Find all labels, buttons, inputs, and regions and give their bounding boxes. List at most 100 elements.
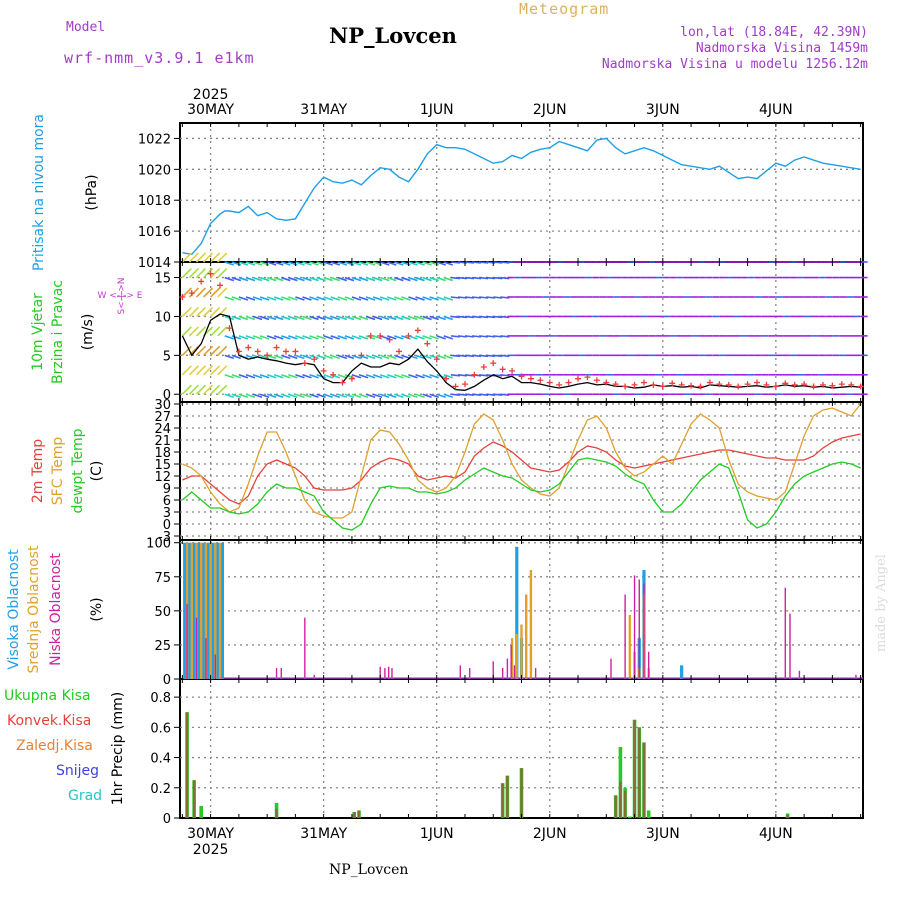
wind-gust-marker bbox=[273, 344, 280, 351]
wind-barb bbox=[394, 261, 404, 266]
wind-barb bbox=[422, 261, 432, 266]
wind-barb bbox=[365, 354, 376, 360]
wind-barb bbox=[337, 393, 348, 398]
wind-barb bbox=[337, 276, 348, 282]
wind-barb bbox=[500, 335, 510, 338]
wind-barb bbox=[309, 296, 319, 301]
wind-barb bbox=[337, 261, 348, 266]
cloud-bar bbox=[195, 542, 198, 679]
wind-barb bbox=[436, 335, 446, 340]
cloud-bar bbox=[195, 617, 198, 679]
precip-legend-4: Grad bbox=[68, 788, 102, 804]
wind-barb bbox=[195, 345, 207, 356]
y-tick-label: 1022 bbox=[138, 132, 171, 147]
wind-barb bbox=[379, 393, 390, 398]
wind-barb bbox=[443, 374, 454, 379]
wind-gust-marker bbox=[603, 379, 610, 386]
location-lonlat: lon,lat (18.84E, 42.39N) bbox=[680, 25, 868, 40]
wind-barb bbox=[224, 374, 235, 379]
cloud-bar bbox=[304, 617, 306, 679]
wind-barb bbox=[436, 315, 446, 321]
footer-station: NP_Lovcen bbox=[329, 862, 409, 878]
wind-gust-marker bbox=[716, 381, 723, 388]
wind-barb bbox=[309, 315, 319, 321]
wind-barb bbox=[288, 296, 298, 301]
y-tick-label: 1014 bbox=[138, 256, 171, 271]
wind-barb bbox=[259, 335, 270, 340]
wind-barb bbox=[181, 365, 192, 376]
y-tick-label: 18 bbox=[154, 446, 171, 461]
wind-barb bbox=[429, 276, 439, 282]
wind-barb bbox=[238, 315, 249, 321]
wind-gust-marker bbox=[320, 367, 327, 374]
wind-barb bbox=[387, 374, 397, 379]
panel-frame-wind bbox=[179, 261, 864, 403]
wind-gust-marker bbox=[396, 348, 403, 355]
wind-barb bbox=[181, 267, 192, 279]
wind-barb bbox=[394, 296, 404, 301]
wind-gust-marker bbox=[490, 360, 497, 367]
wind-barb bbox=[372, 374, 383, 379]
wind-barb bbox=[323, 393, 333, 398]
precip-convective-bar bbox=[192, 780, 196, 818]
wind-barb bbox=[195, 326, 207, 337]
wind-gust-marker bbox=[659, 383, 666, 390]
wind-barb bbox=[302, 296, 312, 301]
wind-gust-marker bbox=[546, 379, 553, 386]
wind-barb bbox=[210, 365, 221, 376]
x-year-top: 2025 bbox=[193, 87, 229, 103]
wind-barb bbox=[231, 354, 242, 360]
wind-barb bbox=[500, 373, 510, 377]
y-tick-label: 5 bbox=[163, 349, 171, 364]
wind-gust-marker bbox=[330, 371, 337, 378]
cloud-bar bbox=[218, 542, 222, 679]
wind-barb bbox=[500, 296, 510, 299]
precip-convective-bar bbox=[786, 814, 789, 818]
wind-gust-marker bbox=[339, 379, 346, 386]
y-tick-label: 6 bbox=[163, 494, 171, 509]
y-tick-label: 3 bbox=[163, 506, 171, 521]
wind-barb bbox=[316, 296, 326, 301]
x-day-label-top: 1JUN bbox=[420, 102, 454, 118]
wind-barb bbox=[387, 354, 397, 360]
wind-barb bbox=[202, 345, 214, 356]
cloud-bar bbox=[391, 668, 393, 679]
wind-barb bbox=[344, 296, 355, 301]
wind-barb bbox=[394, 276, 404, 282]
wind-barb bbox=[224, 354, 235, 360]
wind-barb bbox=[316, 276, 326, 282]
cloud-bar bbox=[789, 613, 791, 679]
wind-barb bbox=[295, 335, 305, 340]
precip-axis-label: 1hr Precip (mm) bbox=[110, 692, 126, 805]
wind-barb bbox=[259, 374, 270, 379]
wind-barb bbox=[408, 296, 418, 301]
wind-barb bbox=[500, 261, 510, 264]
wind-barb bbox=[245, 261, 256, 266]
precip-convective-bar bbox=[623, 790, 627, 818]
wind-barb bbox=[344, 354, 355, 360]
cloud-bar bbox=[638, 579, 640, 679]
wind-barb bbox=[316, 354, 326, 360]
wind-barb bbox=[309, 374, 319, 379]
wind-gust-marker bbox=[678, 381, 685, 388]
wind-barb bbox=[188, 306, 199, 318]
cloud-bar bbox=[209, 542, 212, 679]
wind-gust-marker bbox=[612, 381, 619, 388]
wind-barb bbox=[238, 374, 249, 379]
wind-barb bbox=[337, 354, 348, 360]
wind-barb bbox=[266, 296, 277, 301]
x-day-label-bottom: 3JUN bbox=[646, 826, 680, 842]
wind-barb bbox=[281, 296, 291, 301]
wind-barb bbox=[330, 393, 340, 398]
wind-barb bbox=[202, 365, 214, 376]
wind-barb bbox=[344, 276, 355, 282]
y-tick-label: 27 bbox=[154, 410, 171, 425]
wind-compass-we: W <-|-> E bbox=[98, 291, 143, 301]
wind-gust-marker bbox=[264, 352, 271, 359]
wind-gust-marker bbox=[706, 379, 713, 386]
cloud-bar bbox=[379, 666, 381, 679]
y-tick-label: 10 bbox=[154, 310, 171, 325]
wind-barb bbox=[351, 296, 362, 301]
wind-barb bbox=[273, 315, 284, 321]
y-tick-label: 0.4 bbox=[150, 752, 171, 767]
